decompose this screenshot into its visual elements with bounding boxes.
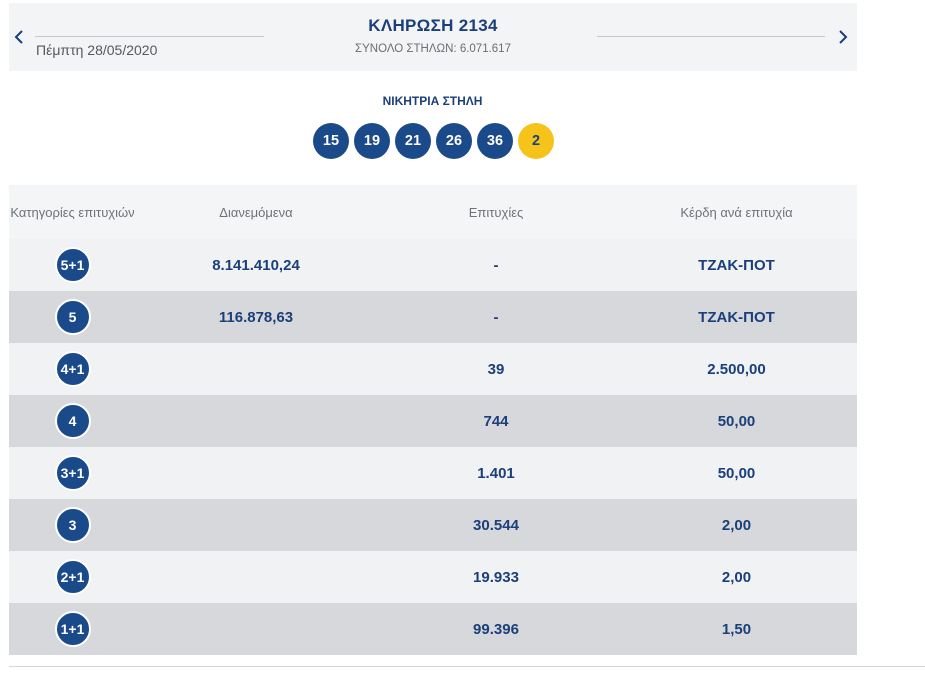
table-row: 4 744 50,00 bbox=[9, 395, 857, 447]
winning-number: 26 bbox=[436, 123, 472, 159]
distributed-value: 8.141.410,24 bbox=[212, 256, 300, 274]
prize-table: Κατηγορίες επιτυχιών Διανεμόμενα Επιτυχί… bbox=[9, 185, 857, 655]
winning-number: 36 bbox=[477, 123, 513, 159]
category-badge: 1+1 bbox=[54, 611, 91, 647]
page-divider bbox=[9, 666, 925, 667]
table-header: Κατηγορίες επιτυχιών Διανεμόμενα Επιτυχί… bbox=[9, 185, 857, 239]
winners-value: 30.544 bbox=[473, 516, 519, 534]
header-category-label: Κατηγορίες επιτυχιών bbox=[10, 204, 135, 220]
header-winners: Επιτυχίες bbox=[468, 204, 524, 220]
draw-header: Πέμπτη 28/05/2020 ΚΛΗΡΩΣΗ 2134 ΣΥΝΟΛΟ ΣΤ… bbox=[9, 3, 857, 71]
category-badge: 5+1 bbox=[54, 247, 91, 283]
category-badge: 4+1 bbox=[54, 351, 91, 387]
winning-number: 15 bbox=[313, 123, 349, 159]
chevron-left-icon bbox=[14, 30, 23, 44]
winners-value: 99.396 bbox=[473, 620, 519, 638]
prize-value: ΤΖΑΚ-ΠΟΤ bbox=[698, 308, 775, 326]
draw-date: Πέμπτη 28/05/2020 bbox=[36, 42, 158, 58]
draw-title: ΚΛΗΡΩΣΗ 2134 bbox=[368, 16, 498, 35]
table-row: 2+1 19.933 2,00 bbox=[9, 551, 857, 603]
winners-value: - bbox=[493, 256, 499, 274]
table-row: 3+1 1.401 50,00 bbox=[9, 447, 857, 499]
prize-value: ΤΖΑΚ-ΠΟΤ bbox=[698, 256, 775, 274]
next-draw-button[interactable] bbox=[833, 25, 853, 49]
previous-draw-button[interactable] bbox=[9, 25, 29, 49]
header-distributed: Διανεμόμενα bbox=[219, 204, 293, 220]
winners-value: 1.401 bbox=[477, 464, 515, 482]
winning-number: 21 bbox=[395, 123, 431, 159]
prize-value: 1,50 bbox=[721, 620, 752, 638]
category-badge: 3 bbox=[54, 507, 91, 543]
table-row: 5 116.878,63 - ΤΖΑΚ-ΠΟΤ bbox=[9, 291, 857, 343]
category-badge: 4 bbox=[54, 403, 91, 439]
header-prize: Κέρδη ανά επιτυχία bbox=[680, 204, 793, 220]
table-row: 1+1 99.396 1,50 bbox=[9, 603, 857, 655]
category-badge: 3+1 bbox=[54, 455, 91, 491]
table-row: 4+1 39 2.500,00 bbox=[9, 343, 857, 395]
table-row: 3 30.544 2,00 bbox=[9, 499, 857, 551]
winners-value: - bbox=[493, 308, 499, 326]
winning-number: 19 bbox=[354, 123, 390, 159]
table-row: 5+1 8.141.410,24 - ΤΖΑΚ-ΠΟΤ bbox=[9, 239, 857, 291]
header-divider-right bbox=[597, 36, 825, 37]
total-columns: ΣΥΝΟΛΟ ΣΤΗΛΩΝ: 6.071.617 bbox=[355, 43, 511, 55]
winners-value: 39 bbox=[487, 360, 505, 378]
chevron-right-icon bbox=[839, 30, 848, 44]
bonus-number: 2 bbox=[518, 123, 554, 159]
prize-value: 50,00 bbox=[717, 464, 756, 482]
winning-column-label: ΝΙΚΗΤΡΙΑ ΣΤΗΛΗ bbox=[382, 94, 483, 108]
prize-value: 2.500,00 bbox=[707, 360, 766, 378]
header-category: Κατηγορίες επιτυχιών bbox=[9, 203, 136, 222]
winning-numbers: 15 19 21 26 36 2 bbox=[313, 123, 554, 159]
header-divider-left bbox=[35, 36, 264, 37]
prize-value: 2,00 bbox=[721, 516, 752, 534]
category-badge: 5 bbox=[54, 299, 91, 335]
category-badge: 2+1 bbox=[54, 559, 91, 595]
prize-value: 2,00 bbox=[721, 568, 752, 586]
distributed-value: 116.878,63 bbox=[218, 308, 294, 326]
winners-value: 744 bbox=[483, 412, 509, 430]
winners-value: 19.933 bbox=[473, 568, 519, 586]
prize-value: 50,00 bbox=[717, 412, 756, 430]
